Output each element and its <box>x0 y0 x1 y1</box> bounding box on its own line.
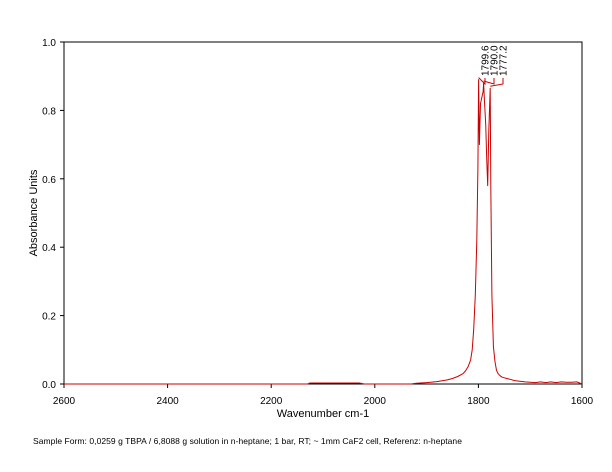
x-tick-label: 1600 <box>571 396 594 407</box>
y-tick-label: 0.2 <box>42 312 56 323</box>
x-tick-label: 2400 <box>156 396 179 407</box>
y-tick-label: 0.0 <box>42 380 56 391</box>
peak-label: 1799.6 <box>481 45 492 76</box>
x-tick-label: 2600 <box>53 396 76 407</box>
series-layer <box>64 79 583 385</box>
peak-label: 1777.2 <box>499 45 510 76</box>
plot-frame <box>63 41 583 385</box>
peak-leader-line <box>478 77 486 86</box>
y-axis-ticks: 0.0 0.2 0.4 0.6 0.8 1.0 <box>42 38 64 391</box>
y-tick-label: 0.4 <box>42 243 56 254</box>
peak-leader-line <box>490 78 504 87</box>
series-line <box>64 79 583 385</box>
y-axis-title: Absorbance Units <box>28 169 40 256</box>
peak-label: 1790.0 <box>490 45 501 76</box>
x-axis-ticks: 2600 2400 2200 2000 1800 1600 <box>53 384 594 407</box>
y-tick-label: 0.8 <box>42 106 56 117</box>
y-tick-label: 0.6 <box>42 175 56 186</box>
x-tick-label: 2000 <box>364 396 387 407</box>
x-axis-title: Wavenumber cm-1 <box>277 408 370 420</box>
sample-caption: Sample Form: 0,0259 g TBPA / 6,8088 g so… <box>33 436 462 446</box>
peak-leader-line <box>483 78 495 85</box>
x-tick-label: 2200 <box>260 396 283 407</box>
x-tick-label: 1800 <box>467 396 490 407</box>
y-tick-label: 1.0 <box>42 38 56 49</box>
